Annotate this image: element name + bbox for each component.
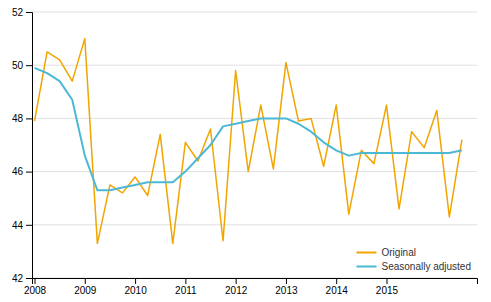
- x-tick-label: 2013: [275, 285, 298, 296]
- x-tick: 2011: [175, 278, 197, 296]
- x-tick: 2012: [225, 278, 248, 296]
- y-tick: 44: [12, 220, 32, 231]
- x-tick-mark: [236, 278, 237, 284]
- series-line: [35, 68, 462, 190]
- y-tick-mark: [26, 118, 32, 119]
- y-tick-mark: [26, 225, 32, 226]
- chart: 2008 2009 2010 2011 2012 2013 2014 2015 42 44 46 48…: [0, 0, 491, 302]
- x-tick-mark: [386, 278, 387, 284]
- y-tick-label: 50: [12, 60, 24, 71]
- x-tick: 2009: [74, 278, 97, 296]
- y-tick-label: 44: [12, 220, 24, 231]
- x-tick-mark: [185, 278, 186, 284]
- x-tick: 2013: [275, 278, 298, 296]
- x-tick-label: 2012: [225, 285, 248, 296]
- y-tick-label: 52: [12, 7, 24, 18]
- y-tick: 46: [12, 166, 32, 177]
- y-tick-mark: [26, 172, 32, 173]
- legend-swatch: [356, 266, 376, 268]
- legend-label: Original: [381, 247, 415, 258]
- legend: Original Seasonally adjusted: [356, 247, 471, 272]
- x-tick: 2010: [124, 278, 147, 296]
- y-axis: 42 44 46 48 50 52: [12, 7, 33, 284]
- y-axis-line: [26, 13, 33, 279]
- grid-line: [32, 65, 477, 66]
- x-tick-label: 2010: [124, 285, 147, 296]
- y-tick: 52: [12, 7, 32, 18]
- legend-label: Seasonally adjusted: [381, 261, 471, 272]
- y-tick: 42: [12, 273, 32, 284]
- series-group: [35, 39, 462, 244]
- x-tick-label: 2011: [175, 285, 197, 296]
- series-line: [35, 39, 462, 244]
- y-tick-label: 46: [12, 166, 24, 177]
- y-tick: 48: [12, 113, 32, 124]
- x-tick-label: 2014: [326, 285, 349, 296]
- x-axis-line: [33, 279, 478, 285]
- plot: 2008 2009 2010 2011 2012 2013 2014 2015 42 44 46 48…: [12, 7, 478, 296]
- y-tick-label: 48: [12, 113, 24, 124]
- grid: [32, 12, 477, 278]
- x-tick-mark: [35, 278, 36, 284]
- legend-item: Original: [356, 247, 415, 258]
- x-tick: 2015: [376, 278, 399, 296]
- legend-swatch: [356, 252, 376, 254]
- grid-line: [32, 224, 477, 225]
- x-tick-mark: [85, 278, 86, 284]
- y-tick-mark: [26, 65, 32, 66]
- legend-item: Seasonally adjusted: [356, 261, 471, 272]
- x-tick-label: 2015: [376, 285, 399, 296]
- x-tick-mark: [286, 278, 287, 284]
- x-tick-mark: [135, 278, 136, 284]
- y-tick: 50: [12, 60, 32, 71]
- x-tick-label: 2008: [24, 285, 47, 296]
- y-tick-mark: [26, 12, 32, 13]
- x-tick: 2014: [326, 278, 349, 296]
- y-tick-mark: [26, 278, 32, 279]
- grid-line: [32, 171, 477, 172]
- x-tick-mark: [336, 278, 337, 284]
- x-axis: 2008 2009 2010 2011 2012 2013 2014 2015: [24, 278, 478, 296]
- x-tick-label: 2009: [74, 285, 97, 296]
- x-tick: 2008: [24, 278, 47, 296]
- grid-line: [32, 12, 477, 13]
- y-tick-label: 42: [12, 273, 24, 284]
